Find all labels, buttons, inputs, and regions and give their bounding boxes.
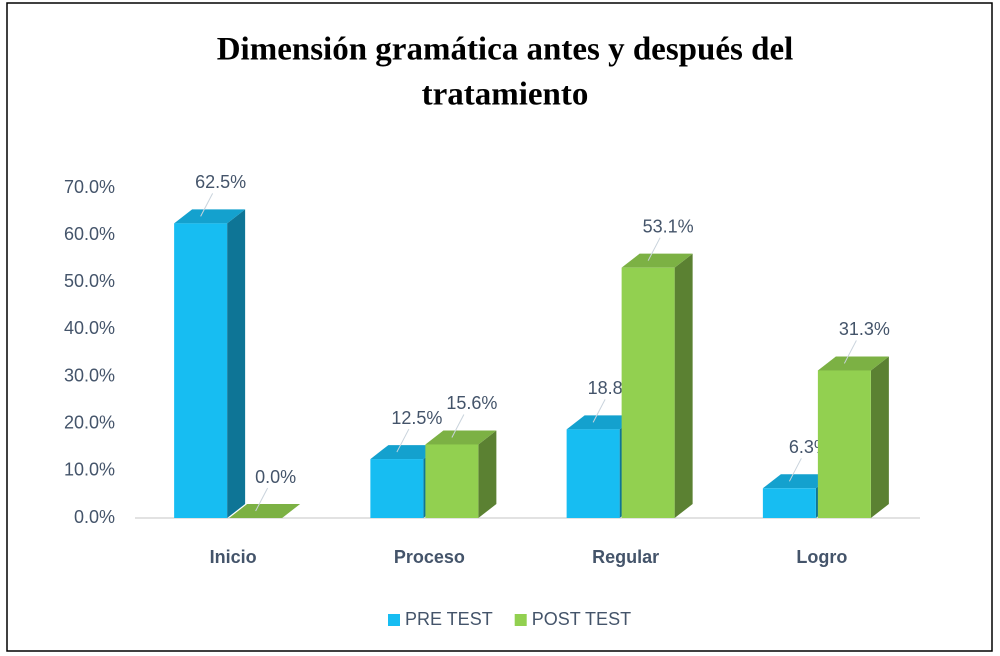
x-tick-label: Logro [796, 547, 847, 567]
y-tick-label: 30.0% [64, 365, 115, 385]
value-label: 12.5% [391, 408, 442, 428]
value-label: 53.1% [643, 216, 694, 236]
bar [817, 356, 889, 518]
legend-label: POST TEST [532, 609, 631, 629]
y-tick-label: 60.0% [64, 224, 115, 244]
bar-top [174, 209, 246, 224]
bar-front [174, 223, 228, 518]
bar-top [621, 253, 693, 268]
leader-line [592, 399, 606, 423]
bar [425, 430, 497, 518]
chart-frame [6, 2, 993, 652]
bar-side [870, 356, 889, 518]
leader-line [255, 487, 269, 512]
x-tick-label: Inicio [210, 547, 257, 567]
bar-front [817, 370, 871, 518]
bar-top [762, 474, 834, 489]
bar-top [370, 445, 442, 460]
legend-label: PRE TEST [405, 609, 493, 629]
y-tick-label: 50.0% [64, 271, 115, 291]
leader-line [788, 458, 802, 482]
y-tick-label: 10.0% [64, 460, 115, 480]
leader-line [200, 193, 214, 217]
bar [174, 209, 246, 518]
chart-title: tratamiento [422, 77, 589, 113]
bar-side [478, 430, 497, 518]
bar [621, 253, 693, 518]
bar-top [566, 415, 638, 430]
x-tick-label: Regular [592, 547, 659, 567]
value-label: 62.5% [195, 172, 246, 192]
x-tick-label: Proceso [394, 547, 465, 567]
bar-side [674, 253, 693, 518]
value-label: 31.3% [839, 319, 890, 339]
bar-front [566, 429, 620, 518]
value-label: 0.0% [255, 467, 296, 487]
bar-top [425, 430, 497, 445]
legend-swatch [388, 614, 400, 626]
leader-line [396, 428, 410, 453]
y-tick-label: 0.0% [74, 507, 115, 527]
legend-swatch [514, 614, 527, 626]
y-tick-label: 70.0% [64, 177, 115, 197]
leader-line [843, 340, 857, 364]
bar-top [229, 504, 301, 518]
bar-front [425, 444, 479, 518]
value-label: 15.6% [446, 393, 497, 413]
bar-top [817, 356, 889, 371]
y-tick-label: 20.0% [64, 412, 115, 432]
y-tick-label: 40.0% [64, 318, 115, 338]
leader-line [647, 237, 661, 261]
bar-front [370, 459, 424, 518]
leader-line [451, 414, 465, 438]
bar-side [227, 209, 246, 518]
bar [229, 504, 301, 518]
bar-front [621, 267, 675, 518]
bar-front [762, 488, 816, 518]
chart-title: Dimensión gramática antes y después del [217, 32, 794, 68]
